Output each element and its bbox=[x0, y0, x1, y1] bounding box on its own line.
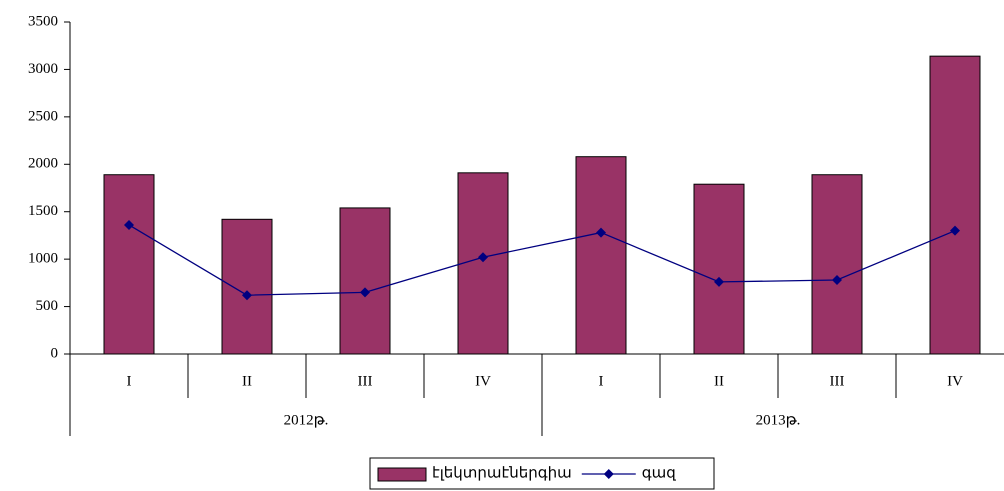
legend-label: գազ bbox=[642, 465, 676, 481]
group-label: 2013թ. bbox=[756, 412, 801, 428]
y-tick-label: 1000 bbox=[28, 251, 58, 267]
line-marker bbox=[714, 276, 724, 287]
x-tick-label: II bbox=[714, 373, 724, 389]
legend-box bbox=[369, 457, 715, 490]
legend-label: էլեկտրաէներգիա bbox=[432, 465, 572, 481]
bar bbox=[575, 156, 627, 355]
line-marker bbox=[242, 290, 252, 301]
line bbox=[128, 224, 956, 296]
x-tick-label: II bbox=[242, 373, 252, 389]
y-tick-label: 2000 bbox=[28, 156, 58, 172]
bar bbox=[811, 174, 863, 355]
y-tick-label: 1500 bbox=[28, 203, 58, 219]
bar bbox=[103, 174, 155, 355]
line-marker bbox=[360, 287, 370, 298]
line-marker bbox=[124, 219, 134, 230]
line-marker bbox=[596, 227, 606, 238]
bar bbox=[693, 183, 745, 355]
group-label: 2012թ. bbox=[284, 412, 329, 428]
bar bbox=[221, 218, 273, 355]
x-tick-label: IV bbox=[947, 373, 963, 389]
x-tick-label: I bbox=[127, 373, 132, 389]
line-marker bbox=[832, 275, 842, 286]
y-tick-label: 3000 bbox=[28, 61, 58, 77]
bar bbox=[929, 55, 981, 355]
line-marker bbox=[950, 225, 960, 236]
legend-swatch bbox=[377, 467, 427, 482]
y-tick-label: 0 bbox=[51, 345, 59, 361]
y-tick-label: 2500 bbox=[28, 108, 58, 124]
line-marker bbox=[478, 252, 488, 263]
x-tick-label: III bbox=[358, 373, 373, 389]
x-tick-label: I bbox=[599, 373, 604, 389]
legend-marker bbox=[603, 469, 614, 479]
y-tick-label: 3500 bbox=[28, 13, 58, 29]
x-tick-label: III bbox=[830, 373, 845, 389]
bar bbox=[339, 207, 391, 355]
y-tick-label: 500 bbox=[36, 298, 59, 314]
x-tick-label: IV bbox=[475, 373, 491, 389]
bar bbox=[457, 172, 509, 355]
